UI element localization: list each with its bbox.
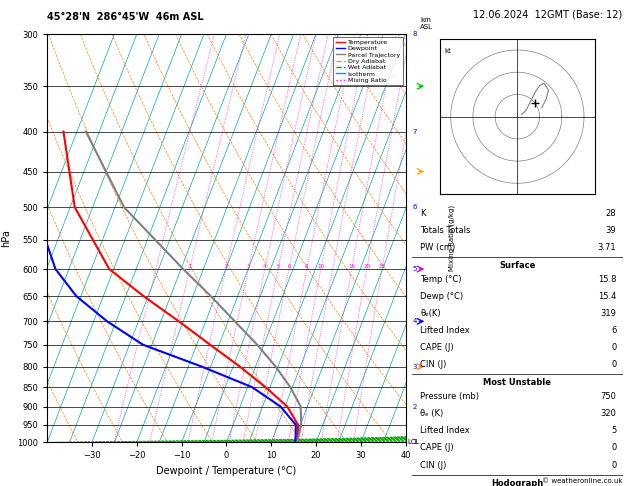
Text: 28: 28 [606,208,616,218]
X-axis label: Dewpoint / Temperature (°C): Dewpoint / Temperature (°C) [157,466,296,476]
Text: 2: 2 [413,403,417,410]
Text: 2: 2 [224,264,228,269]
Text: 0: 0 [611,360,616,369]
Text: 320: 320 [601,409,616,418]
Text: Lifted Index: Lifted Index [420,326,470,335]
Text: 45°28'N  286°45'W  46m ASL: 45°28'N 286°45'W 46m ASL [47,12,204,22]
Text: Dewp (°C): Dewp (°C) [420,292,464,301]
Text: 3: 3 [247,264,250,269]
Text: 4: 4 [263,264,267,269]
Text: Hodograph: Hodograph [491,479,543,486]
Text: 25: 25 [379,264,386,269]
Text: 5: 5 [413,266,417,272]
Text: Mixing Ratio (g/kg): Mixing Ratio (g/kg) [448,205,455,271]
Text: 4: 4 [413,318,417,324]
Text: θₑ (K): θₑ (K) [420,409,443,418]
Text: 8: 8 [305,264,309,269]
Text: 10: 10 [318,264,325,269]
Text: 750: 750 [601,392,616,401]
Text: 1: 1 [188,264,191,269]
Text: CIN (J): CIN (J) [420,360,447,369]
Text: kt: kt [444,48,451,54]
Text: Surface: Surface [499,261,535,270]
Text: 0: 0 [611,444,616,452]
Text: 15.4: 15.4 [598,292,616,301]
Y-axis label: hPa: hPa [2,229,11,247]
Text: 3.71: 3.71 [598,243,616,252]
Text: 6: 6 [611,326,616,335]
Text: 5: 5 [276,264,280,269]
Text: Most Unstable: Most Unstable [483,379,552,387]
Text: 3: 3 [413,364,417,369]
Text: CIN (J): CIN (J) [420,461,447,469]
Legend: Temperature, Dewpoint, Parcel Trajectory, Dry Adiabat, Wet Adiabat, Isotherm, Mi: Temperature, Dewpoint, Parcel Trajectory… [333,37,403,86]
Text: © weatheronline.co.uk: © weatheronline.co.uk [542,478,623,484]
Text: 6: 6 [287,264,291,269]
Text: km
ASL: km ASL [420,17,433,30]
Text: Pressure (mb): Pressure (mb) [420,392,479,401]
Text: CAPE (J): CAPE (J) [420,343,454,352]
Text: Totals Totals: Totals Totals [420,226,470,235]
Text: PW (cm): PW (cm) [420,243,455,252]
Text: 7: 7 [413,129,417,135]
Text: 15.8: 15.8 [598,275,616,284]
Text: CAPE (J): CAPE (J) [420,444,454,452]
Text: θₑ(K): θₑ(K) [420,309,441,318]
Text: 5: 5 [611,427,616,435]
Text: K: K [420,208,426,218]
Text: 16: 16 [348,264,355,269]
Text: Temp (°C): Temp (°C) [420,275,462,284]
Text: 12.06.2024  12GMT (Base: 12): 12.06.2024 12GMT (Base: 12) [474,10,623,20]
Text: 39: 39 [606,226,616,235]
Text: LCL: LCL [408,439,420,445]
Text: 319: 319 [601,309,616,318]
Text: 6: 6 [413,204,417,210]
Text: 1: 1 [413,439,417,445]
Text: 0: 0 [611,461,616,469]
Text: 0: 0 [611,343,616,352]
Text: Lifted Index: Lifted Index [420,427,470,435]
Text: 8: 8 [413,31,417,37]
Text: 20: 20 [363,264,370,269]
